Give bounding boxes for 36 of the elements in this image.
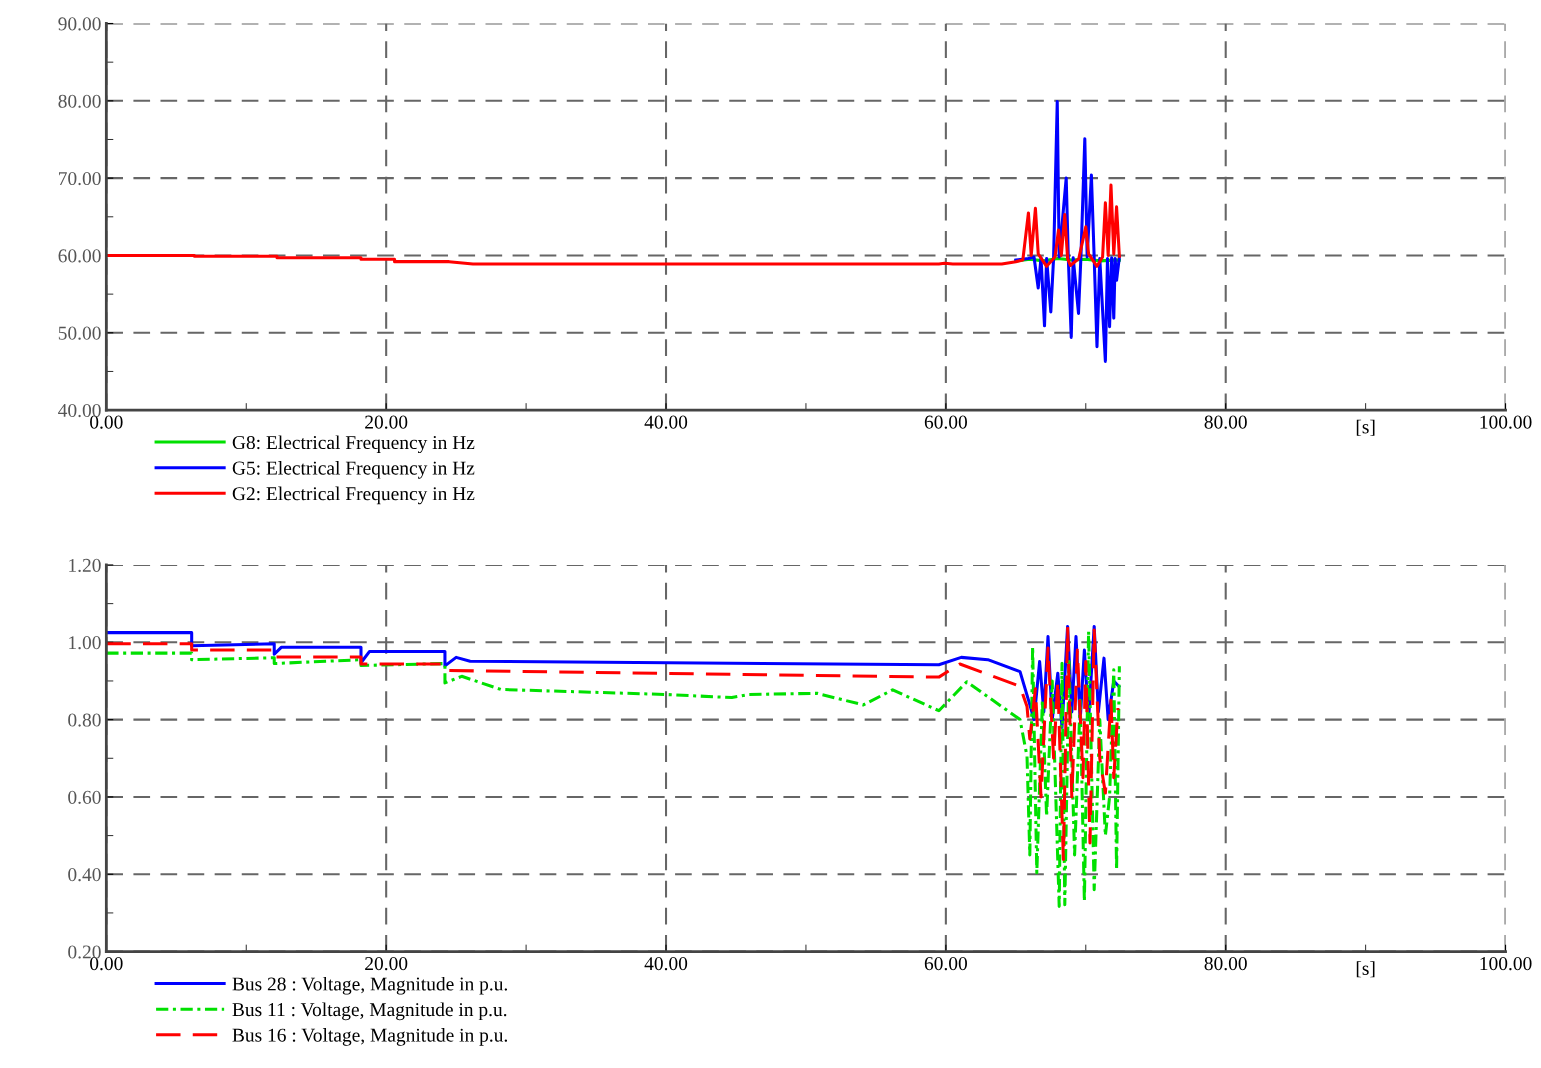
x-tick-label: 0.00 — [90, 957, 123, 971]
y-tick-label: 0.40 — [68, 868, 101, 882]
y-tick-label: 90.00 — [58, 17, 101, 31]
legend-label: G8: Electrical Frequency in Hz — [232, 435, 475, 454]
x-tick-label: 60.00 — [924, 415, 967, 429]
x-tick-label: 100.00 — [1480, 415, 1532, 429]
y-tick-label: 1.00 — [69, 636, 101, 650]
x-tick-label: 40.00 — [644, 957, 688, 971]
x-tick-label: 100.00 — [1480, 957, 1532, 971]
line-series — [106, 183, 1121, 268]
x-tick-label: 0.00 — [90, 415, 123, 429]
legend-label: Bus 28 : Voltage, Magnitude in p.u. — [232, 976, 508, 995]
y-tick-label: 80.00 — [58, 94, 101, 108]
x-tick-label: 60.00 — [924, 957, 967, 971]
y-tick-label: 0.80 — [68, 713, 101, 727]
x-tick-label: 20.00 — [365, 957, 408, 971]
line-series — [106, 629, 1121, 908]
x-axis-title: [s] — [1356, 961, 1375, 978]
x-axis-title: [s] — [1356, 419, 1375, 436]
line-series — [106, 625, 1120, 862]
x-tick-label: 40.00 — [644, 415, 688, 429]
y-tick-label: 70.00 — [59, 171, 101, 186]
y-tick-label: 60.00 — [58, 249, 101, 263]
x-tick-label: 80.00 — [1204, 957, 1247, 971]
legend-label: G2: Electrical Frequency in Hz — [232, 486, 475, 505]
y-tick-label: 50.00 — [58, 326, 101, 340]
y-tick-label: 0.20 — [68, 945, 101, 959]
x-tick-label: 20.00 — [365, 415, 408, 429]
legend-label: Bus 11 : Voltage, Magnitude in p.u. — [232, 1002, 507, 1021]
legend-label: G5: Electrical Frequency in Hz — [232, 460, 475, 479]
y-tick-label: 40.00 — [58, 403, 101, 418]
legend-label: Bus 16 : Voltage, Magnitude in p.u. — [232, 1028, 508, 1046]
x-tick-label: 80.00 — [1204, 415, 1247, 429]
y-tick-label: 1.20 — [69, 558, 101, 572]
line-series — [1014, 100, 1121, 363]
y-tick-label: 0.60 — [68, 790, 101, 804]
